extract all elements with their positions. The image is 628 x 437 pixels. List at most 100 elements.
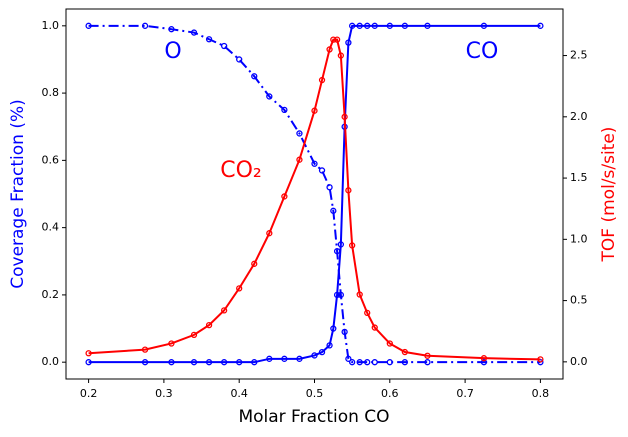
data-point [356, 291, 363, 298]
data-point [168, 359, 175, 366]
data-point [371, 324, 378, 331]
data-point [190, 331, 198, 339]
annotation: CO [466, 39, 499, 64]
data-point [424, 359, 431, 366]
data-point [424, 352, 431, 359]
data-point [205, 321, 213, 329]
data-point [330, 207, 337, 214]
data-point [326, 46, 333, 53]
x-tick-label: 0.5 [306, 387, 324, 400]
data-point [386, 359, 393, 366]
y-tick-label: 0.6 [42, 153, 60, 166]
data-point [190, 359, 198, 366]
data-point [281, 106, 288, 114]
data-point [190, 29, 198, 36]
data-point [220, 359, 228, 366]
data-point [386, 340, 393, 347]
data-point [424, 22, 431, 29]
data-point [251, 359, 258, 366]
y2-tick-label: 2.0 [570, 110, 588, 123]
data-point [85, 359, 92, 366]
data-point [296, 130, 303, 137]
y2-tick-label: 0.0 [570, 355, 588, 368]
data-point [330, 325, 337, 332]
x-tick-label: 0.7 [456, 387, 474, 400]
data-point [168, 26, 175, 33]
x-tick-label: 0.3 [155, 387, 173, 400]
y-axis-label: Coverage Fraction (%) [8, 99, 28, 289]
data-point [311, 160, 318, 167]
series-line [88, 24, 541, 364]
data-point [333, 36, 341, 43]
y2-tick-label: 1.0 [570, 232, 588, 245]
y-tick-label: 0.0 [42, 355, 60, 368]
data-point [318, 76, 326, 84]
data-point [168, 340, 175, 347]
y-tick-label: 0.4 [42, 221, 60, 234]
data-point [205, 359, 213, 366]
data-point [318, 348, 326, 356]
data-point [220, 307, 228, 314]
annotation: O [164, 39, 181, 64]
data-point [266, 230, 273, 237]
data-point [236, 56, 243, 63]
x-tick-label: 0.6 [381, 387, 399, 400]
data-point [364, 22, 371, 29]
series-line [88, 24, 541, 364]
data-point [85, 350, 92, 357]
x-axis-label: Molar Fraction CO [238, 407, 389, 427]
data-point [401, 348, 409, 356]
data-point [220, 42, 228, 50]
y2-axis-label: TOF (mol/s/site) [599, 127, 619, 263]
data-point [141, 346, 149, 353]
data-point [345, 355, 352, 362]
data-point [537, 22, 544, 29]
data-point [371, 359, 378, 366]
data-point [251, 260, 258, 267]
data-point [326, 342, 333, 349]
data-point [356, 22, 363, 29]
annotation: CO₂ [220, 158, 262, 183]
y-tick-label: 0.8 [42, 86, 60, 99]
y2-tick-label: 1.5 [570, 171, 588, 184]
data-point [236, 359, 243, 366]
data-point [251, 73, 258, 80]
data-point [311, 107, 318, 114]
data-point [364, 309, 371, 316]
data-point [345, 187, 352, 194]
y2-tick-label: 2.5 [570, 49, 588, 62]
data-point [356, 359, 363, 366]
data-point [281, 355, 288, 362]
y2-tick-label: 0.5 [570, 294, 588, 307]
data-point [330, 36, 337, 43]
data-point [341, 113, 348, 120]
data-point [337, 52, 345, 59]
y-tick-label: 1.0 [42, 19, 60, 32]
data-point [349, 242, 356, 249]
data-point [85, 22, 92, 29]
data-point [337, 291, 345, 299]
data-point [333, 291, 341, 299]
data-point [266, 355, 273, 362]
data-point [401, 22, 409, 29]
data-point [266, 93, 273, 100]
data-point [349, 359, 356, 366]
data-point [296, 156, 303, 163]
data-point [345, 39, 352, 46]
data-point [364, 359, 371, 366]
data-point [371, 22, 378, 29]
data-point [480, 359, 488, 366]
data-point [337, 241, 345, 248]
y-tick-label: 0.2 [42, 288, 60, 301]
data-point [480, 22, 488, 29]
data-point [341, 328, 348, 336]
x-tick-label: 0.2 [80, 387, 98, 400]
data-point [311, 352, 318, 359]
data-point [537, 359, 544, 366]
data-point [537, 356, 544, 363]
data-point [349, 22, 356, 29]
data-point [296, 355, 303, 362]
data-point [326, 184, 333, 191]
